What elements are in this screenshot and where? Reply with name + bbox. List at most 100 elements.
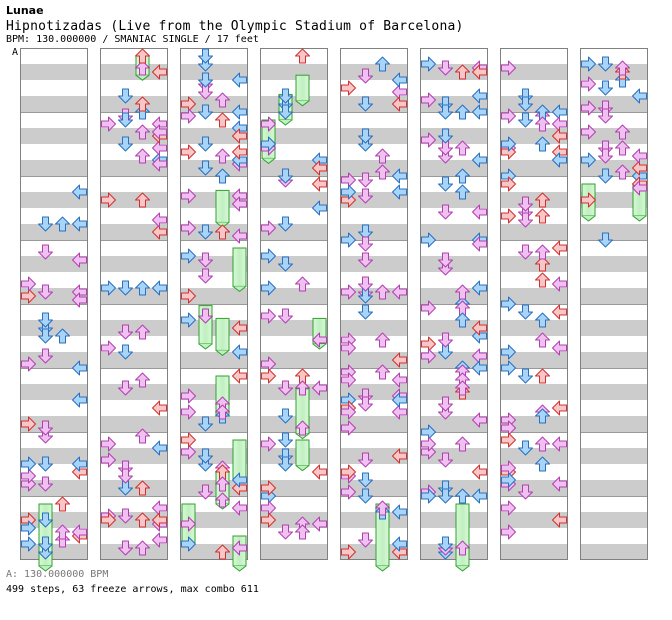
right-arrow <box>152 124 167 140</box>
down-arrow <box>118 88 133 104</box>
down-arrow <box>38 284 53 300</box>
left-arrow <box>101 116 116 132</box>
up-arrow <box>455 436 470 452</box>
down-arrow <box>598 148 613 164</box>
left-arrow <box>421 132 436 148</box>
up-arrow <box>535 256 550 272</box>
chart-info: BPM: 130.000000 / SMANIAC SINGLE / 17 fe… <box>6 34 259 45</box>
right-arrow <box>232 228 247 244</box>
left-arrow <box>21 536 36 552</box>
song-title: Hipnotizadas (Live from the Olympic Stad… <box>6 19 464 34</box>
up-arrow <box>455 64 470 80</box>
down-arrow <box>278 88 293 104</box>
down-arrow <box>358 304 373 320</box>
freeze-tail <box>215 350 230 357</box>
right-arrow <box>312 380 327 396</box>
freeze-tail <box>232 565 247 572</box>
left-arrow <box>341 404 356 420</box>
left-arrow <box>501 208 516 224</box>
up-arrow <box>455 104 470 120</box>
right-arrow <box>72 216 87 232</box>
freeze-tail <box>135 74 150 81</box>
down-arrow <box>518 244 533 260</box>
up-arrow <box>215 544 230 560</box>
left-arrow <box>181 188 196 204</box>
up-arrow <box>535 116 550 132</box>
left-arrow <box>341 484 356 500</box>
right-arrow <box>152 212 167 228</box>
freeze-tail <box>278 119 293 126</box>
right-arrow <box>72 184 87 200</box>
up-arrow <box>455 488 470 504</box>
up-arrow <box>135 192 150 208</box>
left-arrow <box>181 220 196 236</box>
left-arrow <box>181 388 196 404</box>
right-arrow <box>392 504 407 520</box>
down-arrow <box>38 476 53 492</box>
right-arrow <box>632 88 647 104</box>
down-arrow <box>438 536 453 552</box>
left-arrow <box>581 152 596 168</box>
down-arrow <box>118 508 133 524</box>
down-arrow <box>358 252 373 268</box>
down-arrow <box>438 452 453 468</box>
left-arrow <box>501 524 516 540</box>
down-arrow <box>438 488 453 504</box>
freeze-arrow <box>295 74 310 102</box>
left-arrow <box>581 124 596 140</box>
left-arrow <box>421 56 436 72</box>
right-arrow <box>312 516 327 532</box>
up-arrow <box>295 524 310 540</box>
up-arrow <box>135 372 150 388</box>
right-arrow <box>152 400 167 416</box>
down-arrow <box>198 252 213 268</box>
down-arrow <box>518 112 533 128</box>
right-arrow <box>152 440 167 456</box>
up-arrow <box>375 164 390 180</box>
left-arrow <box>581 76 596 92</box>
right-arrow <box>392 448 407 464</box>
up-arrow <box>535 436 550 452</box>
right-arrow <box>152 64 167 80</box>
right-arrow <box>72 292 87 308</box>
up-arrow <box>375 148 390 164</box>
left-arrow <box>181 516 196 532</box>
left-arrow <box>341 464 356 480</box>
left-arrow <box>181 404 196 420</box>
left-arrow <box>421 300 436 316</box>
left-arrow <box>261 480 276 496</box>
left-arrow <box>21 456 36 472</box>
down-arrow <box>38 536 53 552</box>
right-arrow <box>232 128 247 144</box>
left-arrow <box>21 276 36 292</box>
down-arrow <box>358 236 373 252</box>
right-arrow <box>232 196 247 212</box>
right-arrow <box>312 464 327 480</box>
down-arrow <box>278 308 293 324</box>
up-arrow <box>135 480 150 496</box>
left-arrow <box>421 348 436 364</box>
up-arrow <box>215 476 230 492</box>
left-arrow <box>261 308 276 324</box>
down-arrow <box>38 512 53 528</box>
right-arrow <box>392 72 407 88</box>
up-arrow <box>135 280 150 296</box>
down-arrow <box>518 212 533 228</box>
up-arrow <box>535 456 550 472</box>
down-arrow <box>598 80 613 96</box>
right-arrow <box>392 168 407 184</box>
down-arrow <box>198 72 213 88</box>
left-arrow <box>421 436 436 452</box>
right-arrow <box>152 532 167 548</box>
right-arrow <box>312 200 327 216</box>
freeze-tail <box>198 343 213 350</box>
left-arrow <box>421 488 436 504</box>
down-arrow <box>198 484 213 500</box>
up-arrow <box>455 312 470 328</box>
right-arrow <box>472 360 487 376</box>
right-arrow <box>232 72 247 88</box>
down-arrow <box>198 160 213 176</box>
down-arrow <box>438 128 453 144</box>
footer-stats: 499 steps, 63 freeze arrows, max combo 6… <box>6 584 259 595</box>
up-arrow <box>535 332 550 348</box>
